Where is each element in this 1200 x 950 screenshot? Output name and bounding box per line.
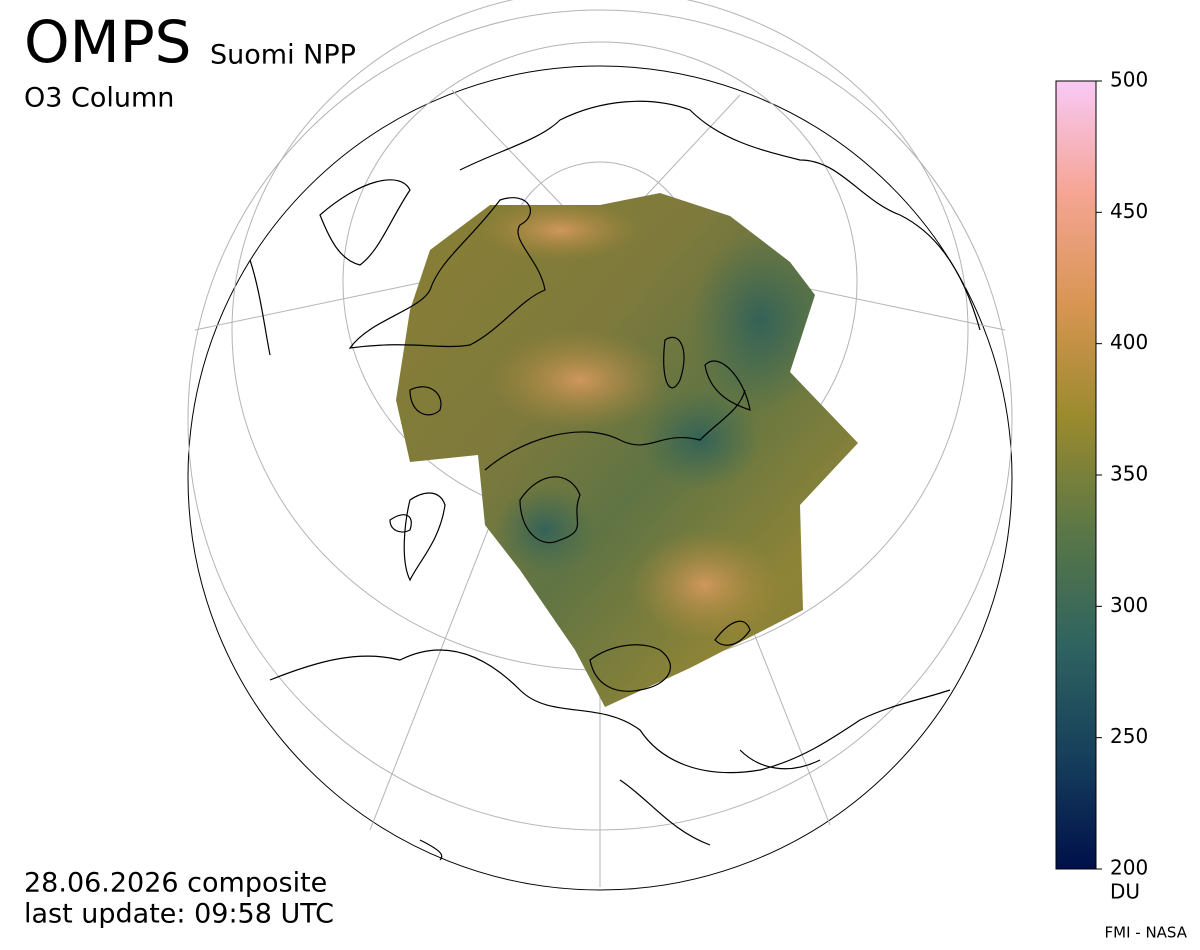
coastline: [269, 649, 951, 774]
colorbar-unit: DU: [1110, 880, 1140, 904]
globe: [187, 0, 1013, 891]
colorbar-tick-label: 300: [1110, 593, 1148, 617]
title: OMPS: [24, 8, 192, 76]
colorbar-tick-label: 500: [1110, 68, 1148, 92]
colorbar-fill: [1055, 80, 1097, 870]
colorbar: 200 250 300 350 400 450 500 DU: [1055, 68, 1148, 904]
coastline: [409, 336, 751, 416]
coastline: [249, 259, 821, 861]
colorbar-tick-label: 450: [1110, 199, 1148, 223]
date-label: 28.06.2026 composite: [24, 868, 327, 899]
credit: FMI - NASA: [1105, 924, 1188, 942]
colorbar-tick-label: 350: [1110, 462, 1148, 486]
swath-blob: [480, 200, 640, 260]
coastline: [389, 492, 446, 582]
coastline: [484, 389, 746, 544]
coastline: [319, 179, 411, 266]
colorbar-tick-label: 200: [1110, 856, 1148, 880]
coastline: [589, 620, 751, 692]
coastline: [459, 100, 981, 331]
product-label: O3 Column: [24, 83, 174, 114]
swath-blob: [630, 530, 780, 640]
colorbar-tick-label: 250: [1110, 724, 1148, 748]
subtitle: Suomi NPP: [210, 40, 356, 71]
coastline: [348, 197, 546, 349]
update-label: last update: 09:58 UTC: [24, 899, 334, 930]
swath-blob: [490, 330, 670, 430]
coastlines: [249, 100, 981, 861]
colorbar-tick-label: 400: [1110, 330, 1148, 354]
